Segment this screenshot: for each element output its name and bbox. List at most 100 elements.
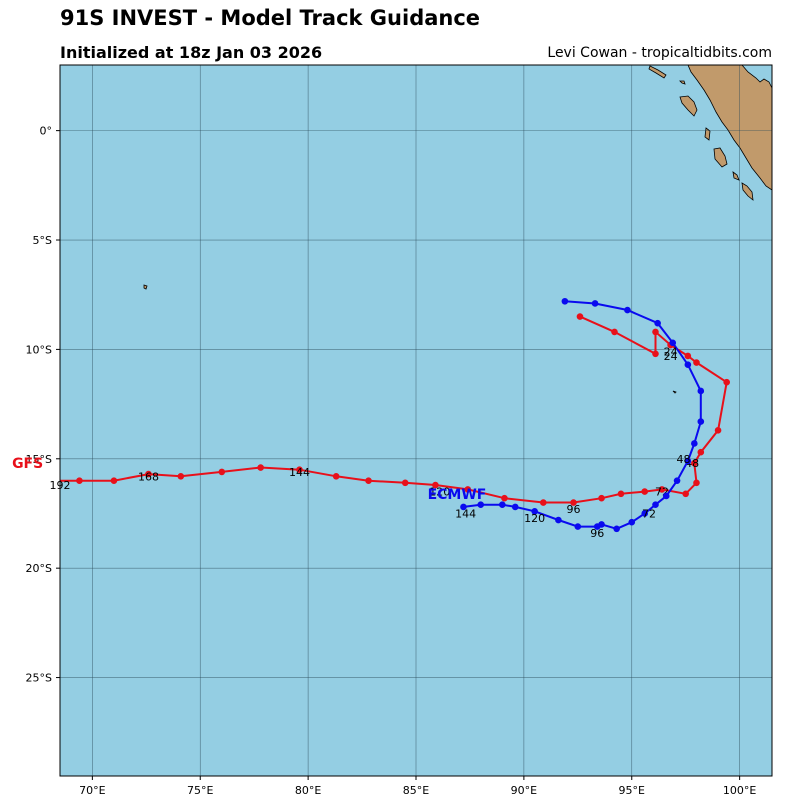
gfs-track-point bbox=[641, 488, 649, 495]
island-2 bbox=[679, 80, 686, 85]
lon-tick-label: 85°E bbox=[403, 784, 429, 797]
gfs-track-point bbox=[570, 499, 577, 506]
ecmwf-track-point bbox=[662, 492, 670, 500]
gfs-track-point bbox=[693, 359, 700, 366]
lon-tick-label: 70°E bbox=[79, 784, 105, 797]
gfs-forecast-hour-label: 144 bbox=[289, 466, 310, 479]
credit-text: Levi Cowan - tropicaltidbits.com bbox=[547, 45, 772, 61]
ecmwf-track-point bbox=[613, 525, 620, 533]
lon-tick-label: 75°E bbox=[187, 784, 213, 797]
gfs-track-point bbox=[691, 459, 698, 467]
ecmwf-forecast-hour-label: 120 bbox=[524, 512, 545, 525]
ecmwf-forecast-hour-label: 72 bbox=[642, 507, 656, 520]
lat-lon-grid bbox=[60, 65, 772, 776]
gfs-model-label: GFS bbox=[12, 456, 43, 472]
gfs-track-point bbox=[76, 477, 83, 484]
gfs-track-point bbox=[617, 490, 625, 498]
gfs-track-point bbox=[177, 472, 185, 480]
gfs-track-point bbox=[218, 468, 226, 476]
gfs-track-point bbox=[723, 378, 730, 386]
ecmwf-forecast-hour-label: 24 bbox=[664, 346, 678, 359]
siberut-island bbox=[679, 95, 698, 117]
ecmwf-forecast-hour-label: 96 bbox=[590, 527, 604, 540]
lat-tick-label: 15°S bbox=[26, 453, 52, 466]
ecmwf-track-point bbox=[477, 501, 485, 509]
ecmwf-track-point bbox=[628, 518, 636, 526]
ecmwf-forecast-hour-label: 48 bbox=[677, 453, 691, 466]
lat-tick-label: 5°S bbox=[33, 234, 52, 247]
ecmwf-track-point bbox=[641, 510, 649, 517]
gfs-track-point bbox=[611, 328, 618, 336]
gfs-track-point bbox=[145, 470, 152, 478]
ecmwf-model-label: ECMWF bbox=[428, 487, 487, 503]
island-5 bbox=[732, 171, 740, 181]
island-1 bbox=[648, 65, 667, 79]
lat-tick-label: 10°S bbox=[26, 343, 52, 356]
ecmwf-track-point bbox=[555, 516, 562, 524]
lat-tick-label: 25°S bbox=[26, 672, 52, 685]
map-frame bbox=[59, 64, 773, 777]
axis-ticks: 70°E 75°E 80°E 85°E 90°E 95°E 100°E 0° 5°S 10°S 15… bbox=[26, 125, 757, 797]
ecmwf-track-point bbox=[684, 361, 692, 369]
ecmwf-track-point bbox=[499, 501, 506, 509]
ecmwf-track-point bbox=[624, 306, 631, 314]
init-time: Initialized at 18z Jan 03 2026 bbox=[60, 43, 323, 62]
land-layer bbox=[143, 65, 772, 394]
gfs-track-point bbox=[658, 486, 666, 493]
model-tracks: 24487296120144168192GFS24487296120144ECM… bbox=[12, 297, 730, 540]
ecmwf-track-point bbox=[697, 418, 705, 425]
gfs-track-point bbox=[682, 490, 689, 498]
lat-tick-label: 0° bbox=[40, 125, 53, 138]
gfs-track-point bbox=[714, 427, 722, 434]
gfs-track-point bbox=[464, 486, 472, 493]
cocos-island bbox=[143, 284, 148, 290]
gfs-forecast-hour-label: 24 bbox=[664, 350, 678, 363]
lon-tick-label: 95°E bbox=[619, 784, 645, 797]
gfs-forecast-hour-label: 96 bbox=[567, 503, 581, 516]
ecmwf-track-point bbox=[691, 440, 698, 447]
ecmwf-track-point bbox=[511, 503, 519, 511]
ecmwf-track-point bbox=[561, 297, 569, 305]
island-3 bbox=[704, 127, 711, 141]
gfs-track-point bbox=[296, 466, 303, 474]
island-4 bbox=[713, 147, 728, 168]
gfs-track-point bbox=[697, 448, 705, 456]
ecmwf-track-point bbox=[669, 339, 677, 347]
gfs-track-point bbox=[501, 494, 508, 502]
lon-tick-label: 90°E bbox=[511, 784, 537, 797]
lon-tick-label: 100°E bbox=[723, 784, 756, 797]
gfs-track-point bbox=[257, 464, 264, 471]
lon-tick-label: 80°E bbox=[295, 784, 321, 797]
ecmwf-track-point bbox=[673, 477, 681, 484]
ecmwf-track-point bbox=[652, 501, 659, 509]
ecmwf-track-point bbox=[684, 457, 692, 465]
ecmwf-forecast-hour-label: 144 bbox=[455, 507, 476, 520]
gfs-track-point bbox=[693, 479, 700, 487]
chart-title: 91S INVEST - Model Track Guidance bbox=[60, 6, 481, 30]
gfs-track-point bbox=[652, 328, 659, 336]
lat-tick-label: 20°S bbox=[26, 562, 52, 575]
gfs-track-point bbox=[365, 477, 372, 484]
gfs-track-point bbox=[652, 350, 659, 358]
ecmwf-track: 24 48 72 96 120 144 ECMWF bbox=[428, 297, 705, 540]
ecmwf-track-point bbox=[574, 523, 582, 530]
ecmwf-track-point bbox=[654, 319, 661, 327]
gfs-track-point bbox=[110, 477, 118, 484]
sumatra-land bbox=[687, 65, 772, 191]
gfs-track-point bbox=[432, 481, 439, 489]
gfs-track-point bbox=[539, 499, 547, 506]
gfs-track-point bbox=[598, 494, 605, 502]
island-6 bbox=[741, 182, 754, 201]
gfs-track-point bbox=[576, 313, 584, 320]
gfs-forecast-hour-label: 120 bbox=[429, 486, 450, 499]
ecmwf-track-point bbox=[697, 387, 705, 395]
gfs-track-point bbox=[332, 472, 340, 480]
ecmwf-track-point bbox=[531, 507, 538, 515]
gfs-forecast-hour-label: 168 bbox=[138, 470, 159, 483]
ecmwf-track-point bbox=[460, 503, 467, 511]
christmas-island bbox=[672, 390, 677, 394]
gfs-track-point bbox=[401, 479, 409, 487]
ecmwf-track-point bbox=[593, 523, 601, 530]
